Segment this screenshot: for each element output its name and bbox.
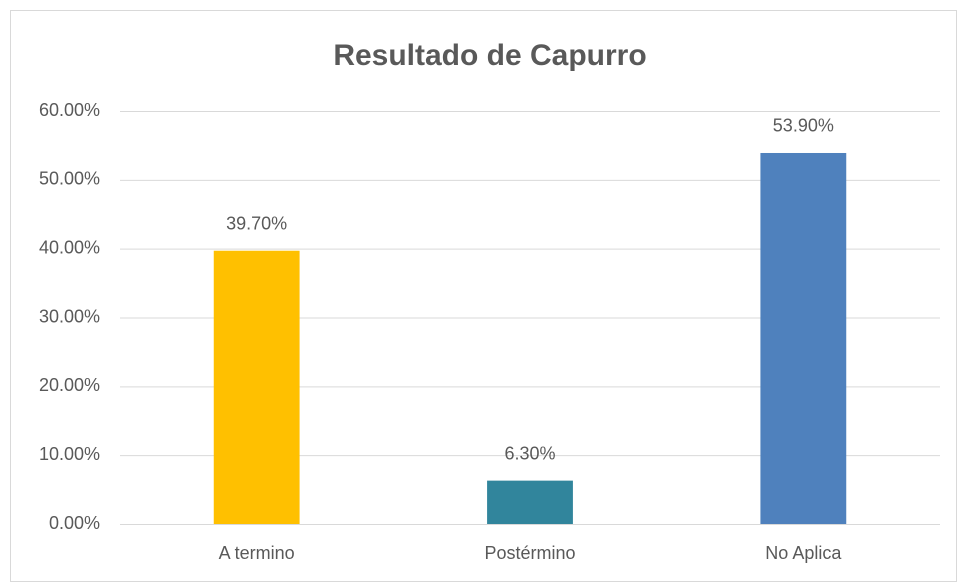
y-tick-label: 40.00%	[39, 237, 100, 257]
y-tick-label: 30.00%	[39, 306, 100, 326]
y-tick-label: 20.00%	[39, 375, 100, 395]
data-label: 39.70%	[226, 213, 287, 233]
chart-title: Resultado de Capurro	[333, 39, 646, 72]
y-tick-label: 10.00%	[39, 444, 100, 464]
data-label: 6.30%	[504, 443, 555, 463]
x-tick-label: No Aplica	[765, 543, 842, 563]
bar	[760, 152, 847, 524]
y-tick-label: 60.00%	[39, 100, 100, 120]
data-label: 53.90%	[773, 116, 834, 136]
y-tick-label: 0.00%	[49, 513, 100, 533]
x-tick-label: A termino	[219, 543, 295, 563]
y-tick-label: 50.00%	[39, 169, 100, 189]
bar	[487, 480, 573, 524]
x-tick-label: Postérmino	[484, 543, 575, 563]
bar	[213, 250, 300, 524]
